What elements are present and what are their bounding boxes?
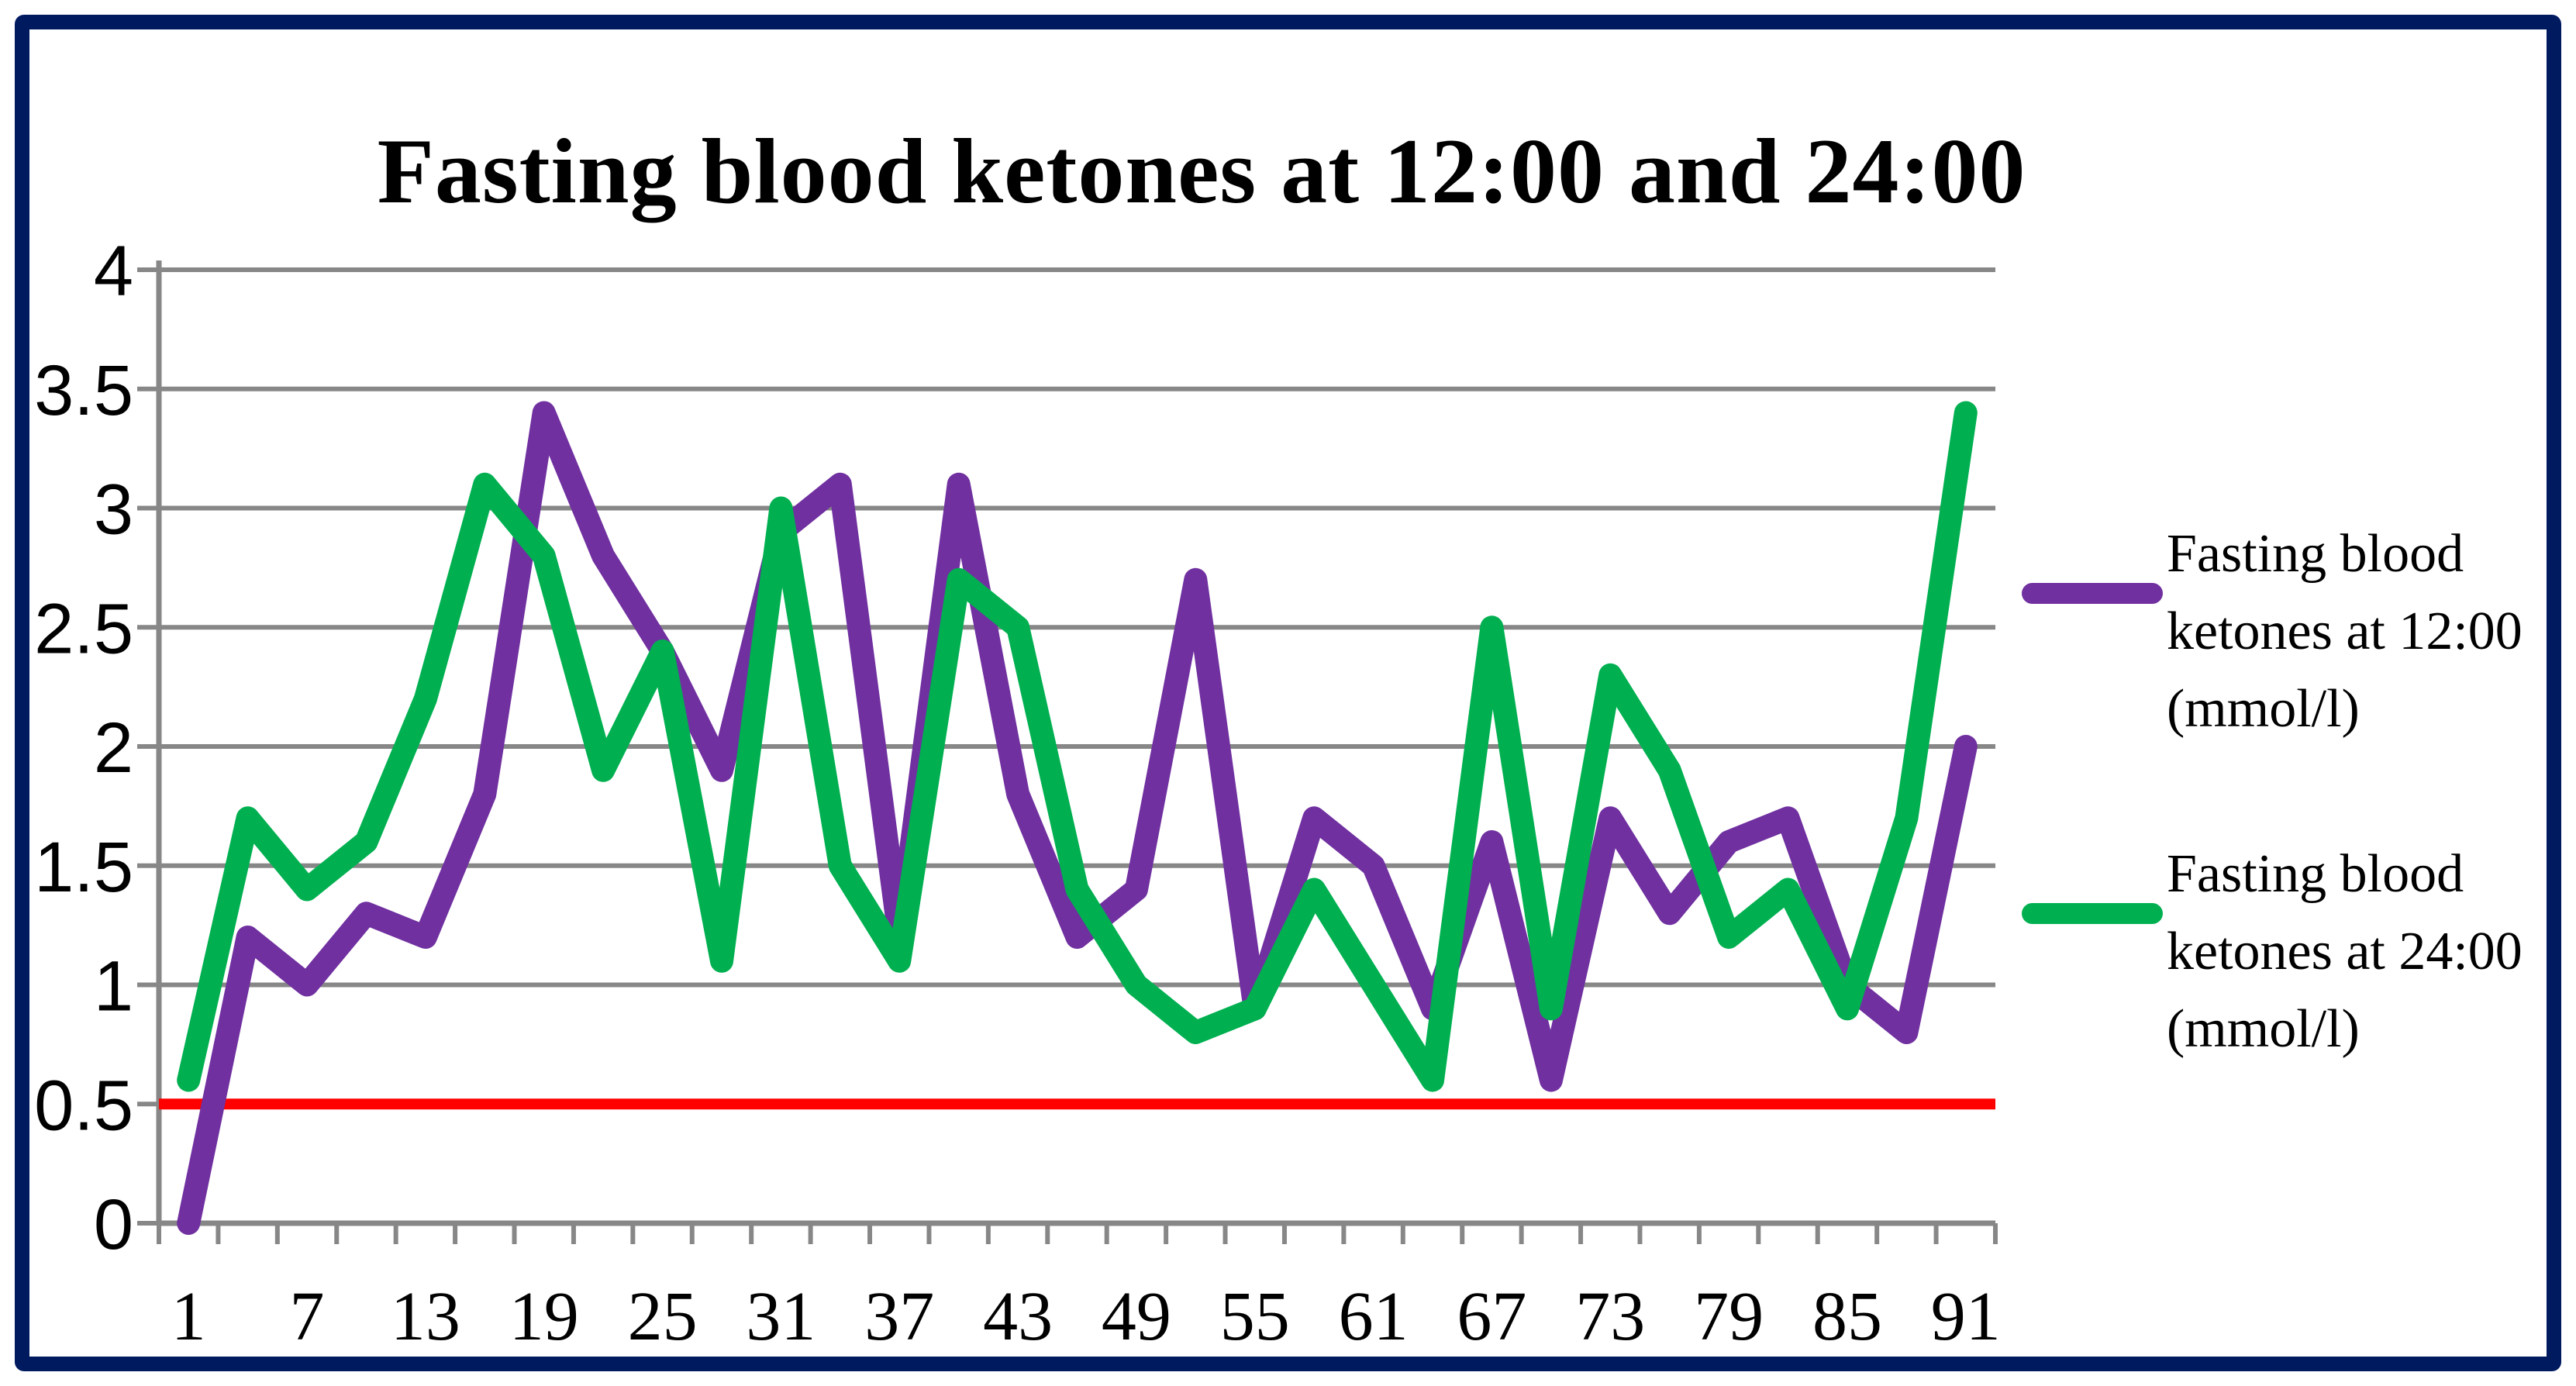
y-axis-label: 4 (94, 232, 133, 311)
x-axis-label: 91 (1931, 1278, 2001, 1355)
x-axis-label: 31 (746, 1278, 816, 1355)
y-axis-label: 2.5 (34, 589, 133, 668)
x-axis-label: 79 (1694, 1278, 1764, 1355)
legend-swatch-2400 (2022, 903, 2163, 924)
legend-swatch-1200 (2022, 583, 2163, 604)
legend-label-2400: Fasting blood ketones at 24:00 (mmol/l) (2167, 844, 2523, 1059)
x-axis-label: 55 (1220, 1278, 1290, 1355)
series-line-1200 (177, 401, 1978, 1235)
x-axis-label: 7 (290, 1278, 325, 1355)
chart-title: Fasting blood ketones at 12:00 and 24:00 (377, 119, 2026, 222)
x-axis-label: 67 (1457, 1278, 1526, 1355)
y-axis-label: 0.5 (34, 1066, 133, 1145)
x-axis-label: 37 (864, 1278, 934, 1355)
x-axis-label: 85 (1812, 1278, 1882, 1355)
y-axis-label: 1.5 (34, 828, 133, 907)
y-axis-label: 0 (94, 1185, 133, 1264)
series-line-2400 (177, 401, 1978, 1092)
y-axis-label: 1 (94, 947, 133, 1026)
x-axis-label: 43 (983, 1278, 1053, 1355)
x-axis-label: 25 (628, 1278, 698, 1355)
x-axis-label: 61 (1339, 1278, 1409, 1355)
x-axis-label: 13 (391, 1278, 460, 1355)
y-axis-label: 2 (94, 709, 133, 788)
x-axis-label: 1 (171, 1278, 206, 1355)
y-axis-label: 3 (94, 471, 133, 550)
x-axis-label: 73 (1575, 1278, 1645, 1355)
x-axis-label: 49 (1102, 1278, 1171, 1355)
x-axis-label: 19 (509, 1278, 579, 1355)
legend-label-1200: Fasting blood ketones at 12:00 (mmol/l) (2167, 524, 2523, 739)
y-axis-label: 3.5 (34, 351, 133, 430)
